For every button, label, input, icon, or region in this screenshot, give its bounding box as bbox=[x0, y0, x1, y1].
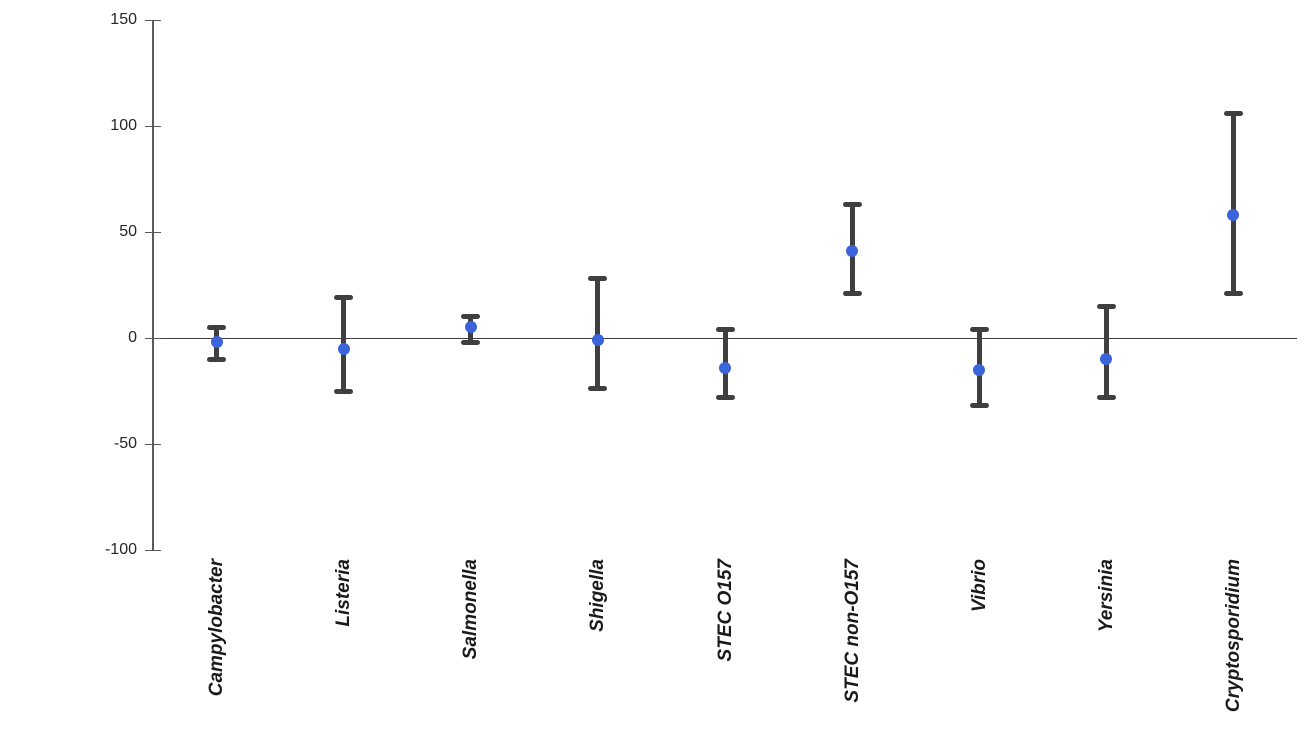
y-tick-label: 0 bbox=[128, 329, 137, 346]
y-tick-label: 150 bbox=[110, 11, 137, 28]
data-point-marker bbox=[210, 336, 223, 349]
error-bar-cap-top bbox=[842, 201, 862, 207]
error-bar-cap-top bbox=[1096, 303, 1116, 309]
error-bar-cap-bottom bbox=[207, 356, 227, 362]
y-tick-label: -50 bbox=[113, 435, 137, 452]
error-bar-cap-top bbox=[461, 314, 481, 320]
category-label: Shigella bbox=[587, 559, 609, 632]
y-tick-mark bbox=[145, 232, 161, 233]
error-bar-cap-bottom bbox=[334, 388, 354, 394]
category-label: STEC O157 bbox=[714, 559, 736, 662]
error-bar-cap-top bbox=[207, 324, 227, 330]
y-axis-line bbox=[152, 20, 154, 551]
error-bar-cap-bottom bbox=[969, 403, 989, 409]
y-tick-mark bbox=[145, 444, 161, 445]
data-point-marker bbox=[337, 342, 350, 355]
y-tick-mark bbox=[145, 20, 161, 21]
category-label: Cryptosporidium bbox=[1222, 559, 1244, 713]
y-tick-mark bbox=[145, 338, 161, 339]
data-point-marker bbox=[1227, 209, 1240, 222]
error-bar-cap-bottom bbox=[1096, 394, 1116, 400]
data-point-marker bbox=[591, 334, 604, 347]
category-label: Listeria bbox=[333, 559, 355, 627]
error-bar-cap-bottom bbox=[1223, 290, 1243, 296]
data-point-marker bbox=[464, 321, 477, 334]
data-point-marker bbox=[973, 363, 986, 376]
error-bar bbox=[595, 278, 601, 389]
error-bar-cap-bottom bbox=[715, 394, 735, 400]
data-point-marker bbox=[846, 245, 859, 258]
error-bar-cap-top bbox=[1223, 110, 1243, 116]
category-label: Campylobacter bbox=[206, 559, 228, 697]
data-point-marker bbox=[1100, 353, 1113, 366]
error-bar-cap-bottom bbox=[842, 290, 862, 296]
category-label: STEC non-O157 bbox=[841, 559, 863, 703]
error-bar-cap-top bbox=[715, 327, 735, 333]
error-bar-cap-top bbox=[969, 327, 989, 333]
error-bar-cap-top bbox=[588, 276, 608, 282]
error-bar-cap-bottom bbox=[461, 339, 481, 345]
category-label: Yersinia bbox=[1095, 559, 1117, 633]
y-tick-mark bbox=[145, 550, 161, 551]
data-point-marker bbox=[719, 361, 731, 374]
category-label: Vibrio bbox=[968, 559, 990, 613]
y-tick-label: 100 bbox=[110, 117, 137, 134]
category-label: Salmonella bbox=[460, 559, 482, 660]
y-tick-label: 50 bbox=[119, 223, 137, 240]
error-bar bbox=[1230, 113, 1236, 294]
error-bar bbox=[1103, 306, 1109, 398]
y-tick-mark bbox=[145, 126, 161, 127]
y-tick-label: -100 bbox=[104, 541, 137, 558]
error-bar-cap-top bbox=[334, 295, 354, 301]
error-bar-cap-bottom bbox=[588, 386, 608, 392]
